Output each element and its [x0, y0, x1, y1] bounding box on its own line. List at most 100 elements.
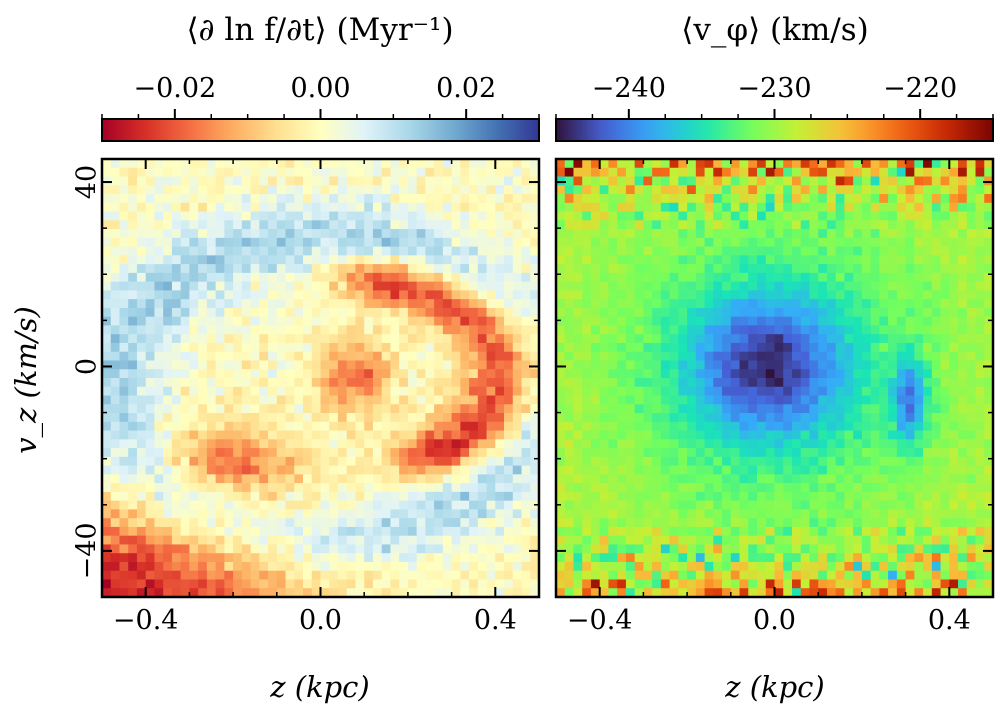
left-heatmap-cell: [372, 316, 383, 326]
left-heatmap-cell: [469, 535, 479, 545]
right-heatmap-cell: [608, 404, 618, 414]
right-heatmap-cell: [853, 342, 863, 353]
right-heatmap-cell: [739, 474, 749, 484]
left-heatmap-cell: [337, 360, 348, 370]
left-heatmap-cell: [303, 211, 313, 221]
right-heatmap-cell: [949, 456, 959, 466]
left-heatmap-cell: [399, 509, 409, 519]
left-heatmap-cell: [206, 220, 217, 230]
left-heatmap-cell: [329, 526, 339, 537]
right-heatmap-cell: [617, 290, 627, 300]
right-heatmap-cell: [713, 491, 723, 502]
right-heatmap-cell: [608, 334, 618, 344]
left-heatmap-cell: [145, 456, 155, 466]
left-heatmap-cell: [346, 220, 356, 230]
right-heatmap-cell: [896, 465, 906, 475]
right-heatmap-cell: [949, 509, 959, 519]
right-heatmap-cell: [975, 159, 985, 169]
right-heatmap-cell: [608, 176, 618, 186]
left-heatmap-cell: [442, 561, 452, 572]
right-heatmap-cell: [625, 413, 636, 423]
right-heatmap-cell: [923, 325, 933, 335]
left-heatmap-cell: [180, 325, 190, 335]
right-heatmap-cell: [660, 334, 671, 344]
right-heatmap-cell: [905, 299, 915, 309]
right-heatmap-cell: [826, 404, 837, 414]
right-heatmap-cell: [835, 404, 845, 414]
left-heatmap-cell: [303, 465, 313, 475]
right-heatmap-cell: [765, 561, 775, 572]
right-heatmap-cell: [791, 325, 802, 335]
left-heatmap-cell: [460, 360, 470, 370]
left-heatmap-cell: [381, 316, 391, 326]
left-heatmap-cell: [154, 483, 164, 493]
right-heatmap-cell: [678, 553, 688, 563]
right-heatmap-cell: [888, 395, 898, 405]
left-heatmap-cell: [407, 421, 418, 431]
left-heatmap-cell: [233, 299, 243, 309]
left-heatmap-cell: [198, 386, 208, 396]
left-heatmap-cell: [425, 369, 435, 379]
right-heatmap-cell: [687, 334, 697, 344]
right-heatmap-cell: [678, 211, 688, 221]
left-heatmap-cell: [250, 544, 260, 554]
left-heatmap-cell: [233, 430, 243, 440]
right-heatmap-cell: [687, 448, 697, 458]
right-heatmap-cell: [704, 395, 714, 405]
right-heatmap-cell: [582, 290, 592, 300]
right-heatmap-cell: [940, 272, 950, 283]
right-heatmap-cell: [809, 509, 819, 519]
left-heatmap-cell: [469, 290, 479, 300]
left-y-tick-label: 40: [72, 165, 103, 199]
right-heatmap-cell: [931, 413, 941, 423]
right-heatmap-cell: [713, 220, 723, 230]
left-heatmap-cell: [136, 404, 147, 414]
left-heatmap-cell: [530, 386, 540, 396]
left-heatmap-cell: [233, 351, 243, 361]
left-heatmap-cell: [469, 369, 479, 379]
right-heatmap-cell: [861, 518, 872, 528]
left-heatmap-cell: [102, 272, 112, 283]
right-heatmap-cell: [905, 281, 915, 291]
right-heatmap-cell: [652, 246, 662, 256]
left-heatmap-cell: [390, 202, 400, 212]
left-heatmap-cell: [268, 456, 278, 466]
left-heatmap-cell: [189, 369, 199, 379]
left-heatmap-cell: [407, 167, 418, 177]
left-heatmap-cell: [355, 483, 365, 493]
right-heatmap-cell: [800, 395, 810, 405]
left-heatmap-cell: [224, 413, 234, 423]
right-heatmap-cell: [914, 378, 924, 388]
left-heatmap-cell: [215, 456, 225, 466]
right-heatmap-cell: [949, 535, 959, 545]
right-heatmap-cell: [791, 413, 802, 423]
left-heatmap-cell: [504, 194, 514, 204]
right-heatmap-cell: [791, 176, 802, 186]
right-heatmap-cell: [783, 404, 793, 414]
right-heatmap-cell: [765, 378, 775, 388]
right-heatmap-cell: [582, 544, 592, 554]
left-heatmap-cell: [346, 316, 356, 326]
right-heatmap-cell: [800, 307, 810, 318]
right-heatmap-cell: [669, 509, 679, 519]
left-heatmap-cell: [355, 211, 365, 221]
right-heatmap-cell: [791, 456, 802, 466]
right-heatmap-cell: [556, 202, 566, 212]
right-heatmap-cell: [695, 535, 705, 545]
left-heatmap-cell: [346, 246, 356, 256]
right-heatmap-cell: [713, 535, 723, 545]
right-heatmap-cell: [888, 316, 898, 326]
right-heatmap-cell: [975, 561, 985, 572]
left-heatmap-cell: [407, 237, 418, 247]
right-heatmap-cell: [652, 299, 662, 309]
left-heatmap-cell: [110, 237, 120, 247]
right-heatmap-cell: [748, 570, 758, 580]
right-heatmap-cell: [608, 561, 618, 572]
right-heatmap-cell: [809, 360, 819, 370]
left-heatmap-cell: [434, 307, 444, 318]
left-heatmap-cell: [224, 185, 234, 195]
right-heatmap-cell: [975, 378, 985, 388]
left-heatmap-cell: [224, 307, 234, 318]
right-heatmap-cell: [826, 465, 837, 475]
right-heatmap-cell: [905, 246, 915, 256]
